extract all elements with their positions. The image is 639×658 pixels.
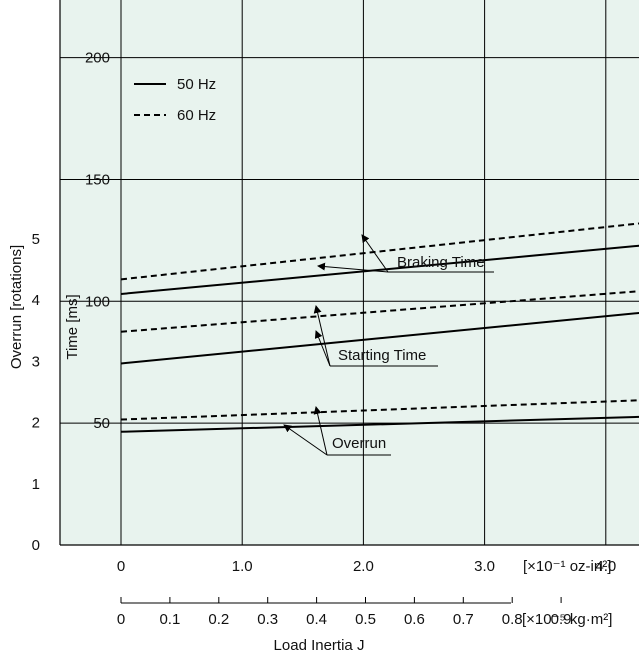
x-tick-label-kg: 0.6	[404, 611, 425, 628]
x-tick-label-kg: 0.2	[208, 611, 229, 628]
annotation-arrow-starting-time	[313, 305, 331, 367]
y-tick-label-overrun: 5	[32, 231, 40, 248]
x-tick-label-oz: 3.0	[474, 558, 495, 575]
x-tick-label-oz: 2.0	[353, 558, 374, 575]
y-tick-label-time: 200	[85, 50, 110, 67]
legend: 50 Hz 60 Hz	[134, 76, 216, 124]
y-axis-title-overrun: Overrun [rotations]	[8, 245, 25, 369]
series-line-starting-60hz	[120, 290, 639, 333]
y-axis-title-time: Time [ms]	[64, 294, 81, 359]
annotation-arrow-overrun	[313, 406, 328, 456]
y-tick-label-time: 100	[85, 293, 110, 310]
y-tick-label-overrun: 3	[32, 353, 40, 370]
x-tick-label-kg: 0.3	[257, 611, 278, 628]
legend-label: 50 Hz	[177, 76, 216, 93]
legend-label: 60 Hz	[177, 107, 216, 124]
x-tick-label-kg: 0.1	[159, 611, 180, 628]
x-tick-label-oz: 1.0	[232, 558, 253, 575]
y-tick-label-time: 50	[93, 415, 110, 432]
annotation-arrow-braking-time	[317, 262, 389, 273]
x-tick-label-kg: 0.4	[306, 611, 327, 628]
series-line-braking-50hz	[120, 244, 639, 295]
annotation-braking-time: Braking Time	[397, 254, 485, 271]
annotation-arrow-braking-time	[361, 234, 389, 273]
x-tick-label-kg: 0.9	[551, 611, 572, 628]
x-unit-kg: [×10⁻⁵ kg·m²]	[522, 611, 612, 628]
y-tick-label-overrun: 1	[32, 476, 40, 493]
secondary-x-axis: 0 0.1 0.2 0.3 0.4 0.5 0.6 0.7 0.8 0.9	[117, 597, 572, 628]
x-tick-label-kg: 0.5	[355, 611, 376, 628]
x-tick-label-kg: 0.8	[502, 611, 523, 628]
x-tick-label-kg: 0.7	[453, 611, 474, 628]
x-tick-label-oz: 4.0	[595, 558, 616, 575]
annotations: Braking Time Starting Time Overrun	[283, 234, 494, 456]
x-tick-label-kg: 0	[117, 611, 125, 628]
annotation-overrun: Overrun	[332, 435, 386, 452]
annotation-starting-time: Starting Time	[338, 347, 426, 364]
series-line-overrun-60hz	[120, 399, 639, 421]
x-unit-oz: [×10⁻¹ oz-in²]	[523, 558, 611, 575]
y-tick-label-overrun: 2	[32, 415, 40, 432]
series-group	[120, 222, 639, 433]
series-line-overrun-50hz	[120, 415, 639, 433]
annotation-arrow-overrun	[283, 424, 328, 456]
grid	[59, 0, 639, 546]
x-tick-label-oz: 0	[117, 558, 125, 575]
series-line-starting-50hz	[120, 312, 639, 365]
series-line-braking-60hz	[120, 222, 639, 281]
y-tick-label-overrun: 0	[32, 537, 40, 554]
y-tick-label-time: 150	[85, 171, 110, 188]
y-tick-label-overrun: 4	[32, 292, 40, 309]
annotation-arrow-starting-time	[314, 330, 331, 367]
x-axis-title: Load Inertia J	[274, 637, 365, 654]
